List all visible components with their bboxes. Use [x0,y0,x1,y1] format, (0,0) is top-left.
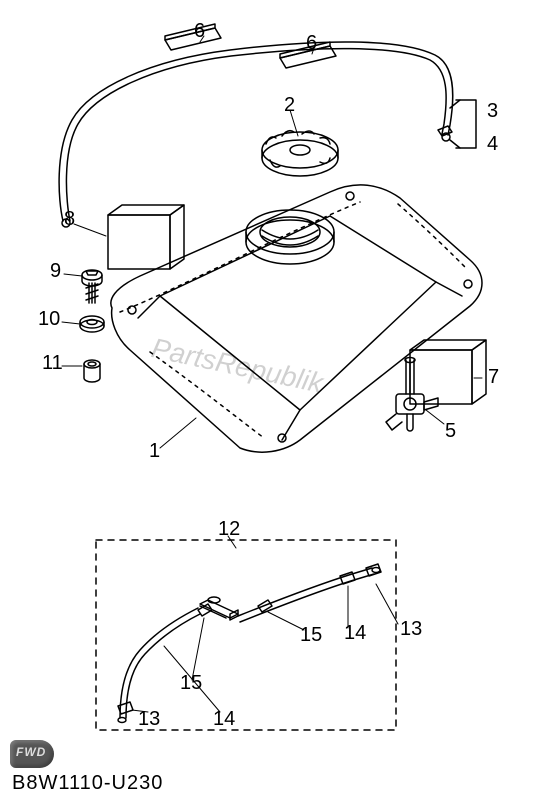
callout-15a: 15 [300,624,322,647]
callout-8: 8 [64,208,75,231]
block-8 [108,205,184,269]
callout-3: 3 [487,100,498,123]
petcock-5 [386,358,438,432]
callout-14a: 14 [344,622,366,645]
fuel-cap [262,131,338,176]
callout-4: 4 [487,133,498,156]
diagram-stage: { "diagram": { "part_number": "B8W1110-U… [0,0,540,800]
callout-12: 12 [218,518,240,541]
callout-14b: 14 [213,708,235,731]
fwd-badge: FWD [10,740,54,768]
collar-11 [84,360,100,382]
part-number: B8W1110-U230 [12,772,163,795]
callout-9: 9 [50,260,61,283]
callout-13b: 13 [138,708,160,731]
pad-6a [165,24,221,50]
callout-10: 10 [38,308,60,331]
callout-2: 2 [284,94,295,117]
callout-13a: 13 [400,618,422,641]
bolt-9 [82,270,102,303]
callout-6a: 6 [194,20,205,43]
parts-diagram-svg [0,0,540,800]
callout-11: 11 [42,352,63,375]
grommet-10 [80,316,104,332]
tank-body [111,185,482,452]
callout-7: 7 [488,366,499,389]
callout-1: 1 [149,440,160,463]
fwd-badge-label: FWD [16,745,46,759]
callout-15b: 15 [180,672,202,695]
callout-5: 5 [445,420,456,443]
subassembly-12 [118,564,381,723]
callout-6b: 6 [306,32,317,55]
